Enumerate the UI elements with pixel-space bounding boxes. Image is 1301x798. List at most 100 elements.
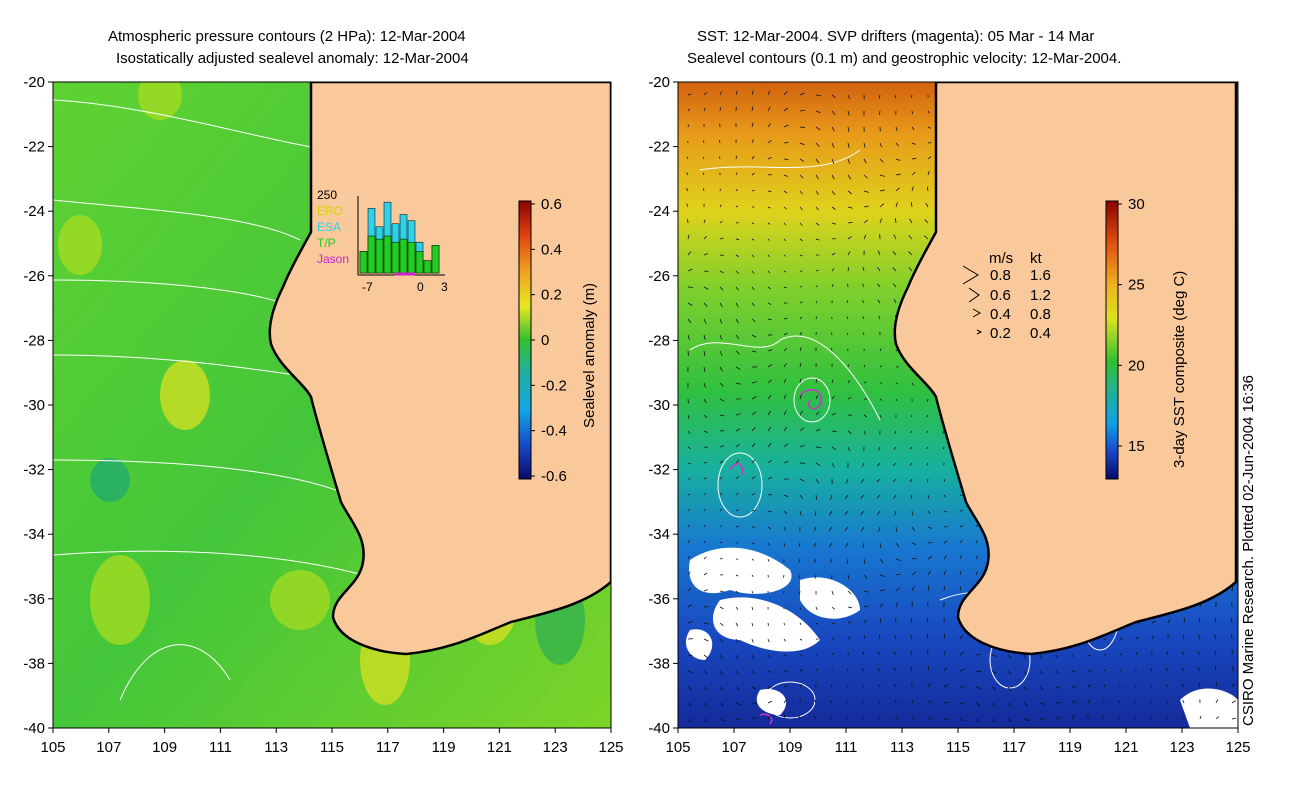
velocity-vector bbox=[959, 668, 965, 672]
velocity-arrow-0-4 bbox=[972, 308, 982, 318]
left-ytick-label: -26 bbox=[23, 268, 45, 285]
velocity-vector bbox=[767, 510, 772, 513]
velocity-vector bbox=[735, 590, 739, 594]
velocity-vector bbox=[703, 493, 707, 496]
velocity-vector bbox=[751, 238, 755, 241]
velocity-vector bbox=[751, 350, 757, 353]
velocity-vector bbox=[959, 524, 964, 528]
velocity-vector bbox=[1231, 666, 1234, 672]
sst-colorbar-label: 3-day SST composite (deg C) bbox=[1171, 271, 1188, 468]
velocity-vector bbox=[846, 668, 849, 672]
velocity-row-2-kt: 0.8 bbox=[1030, 306, 1051, 323]
velocity-vector bbox=[687, 268, 693, 272]
sla-colorbar-tick-label: 0.2 bbox=[541, 287, 562, 304]
velocity-vector bbox=[911, 94, 913, 98]
velocity-vector bbox=[783, 394, 787, 400]
velocity-vector bbox=[767, 476, 773, 480]
right-xtick-label: 121 bbox=[1113, 739, 1138, 756]
velocity-vector bbox=[1135, 636, 1139, 640]
velocity-vector bbox=[687, 124, 689, 128]
velocity-vector bbox=[1150, 717, 1153, 720]
velocity-vector bbox=[893, 494, 897, 499]
velocity-vector bbox=[815, 300, 818, 304]
velocity-vector bbox=[799, 109, 805, 112]
velocity-vector bbox=[687, 251, 692, 256]
velocity-vector bbox=[735, 459, 740, 464]
velocity-vector bbox=[735, 525, 739, 528]
velocity-vector bbox=[860, 494, 865, 499]
velocity-vector bbox=[702, 172, 705, 176]
velocity-vector bbox=[893, 667, 897, 672]
velocity-vector bbox=[751, 622, 754, 627]
velocity-vector bbox=[703, 253, 709, 256]
velocity-vector bbox=[783, 684, 788, 688]
velocity-vector bbox=[783, 526, 787, 531]
velocity-vector bbox=[783, 332, 788, 336]
credit-text: CSIRO Marine Research. Plotted 02-Jun-20… bbox=[1240, 374, 1257, 726]
velocity-vector bbox=[879, 189, 885, 192]
velocity-vector bbox=[783, 222, 787, 226]
velocity-vector bbox=[877, 267, 881, 272]
velocity-vector bbox=[911, 142, 916, 145]
velocity-vector bbox=[877, 651, 881, 656]
legend-tp: T/P bbox=[317, 236, 336, 250]
left-ytick-label: -20 bbox=[23, 74, 45, 91]
velocity-vector bbox=[751, 654, 755, 659]
velocity-vector bbox=[943, 666, 948, 672]
velocity-vector bbox=[735, 508, 739, 512]
velocity-vector bbox=[783, 494, 789, 498]
velocity-vector bbox=[862, 332, 865, 336]
velocity-vector bbox=[860, 526, 865, 532]
velocity-vector bbox=[735, 428, 741, 432]
velocity-vector bbox=[910, 618, 913, 624]
velocity-vector bbox=[1071, 654, 1075, 658]
velocity-vector bbox=[943, 478, 946, 482]
velocity-vector bbox=[1117, 716, 1121, 720]
velocity-vector bbox=[831, 284, 834, 288]
velocity-vector bbox=[751, 509, 756, 512]
velocity-vector bbox=[862, 266, 865, 272]
velocity-vector bbox=[783, 141, 789, 144]
velocity-vector bbox=[799, 206, 803, 211]
velocity-vector bbox=[1023, 718, 1029, 722]
velocity-vector bbox=[719, 492, 723, 496]
velocity-vector bbox=[1215, 682, 1217, 688]
velocity-vector bbox=[893, 234, 897, 240]
right-xtick-label: 109 bbox=[777, 739, 802, 756]
velocity-vector bbox=[767, 349, 773, 352]
velocity-vector bbox=[879, 398, 883, 401]
velocity-vector bbox=[1007, 686, 1012, 692]
velocity-vector bbox=[735, 606, 739, 611]
velocity-vector bbox=[751, 443, 756, 448]
velocity-vector bbox=[783, 443, 789, 448]
velocity-vector bbox=[926, 186, 929, 192]
velocity-vector bbox=[703, 670, 708, 675]
velocity-vector bbox=[735, 638, 739, 643]
left-xtick-label: 105 bbox=[40, 739, 65, 756]
velocity-vector bbox=[783, 638, 786, 642]
velocity-vector bbox=[751, 558, 755, 561]
velocity-vector bbox=[1118, 700, 1121, 704]
velocity-vector bbox=[751, 670, 756, 675]
right-xtick-label: 107 bbox=[721, 739, 746, 756]
velocity-vector bbox=[735, 702, 741, 706]
velocity-vector bbox=[829, 700, 833, 704]
velocity-vector bbox=[1198, 618, 1201, 624]
velocity-vector bbox=[783, 363, 787, 368]
velocity-vector bbox=[927, 478, 929, 483]
velocity-vector bbox=[975, 571, 978, 576]
velocity-vector bbox=[847, 267, 850, 272]
velocity-vector bbox=[735, 254, 740, 257]
velocity-vector bbox=[687, 234, 690, 240]
velocity-vector bbox=[926, 398, 929, 402]
velocity-vector bbox=[687, 718, 692, 723]
velocity-vector bbox=[863, 619, 867, 624]
velocity-vector bbox=[879, 218, 883, 224]
velocity-vector bbox=[767, 379, 772, 384]
velocity-vector bbox=[895, 382, 899, 385]
velocity-vector bbox=[767, 270, 771, 274]
left-xtick-label: 125 bbox=[598, 739, 623, 756]
velocity-vector bbox=[1182, 634, 1185, 640]
velocity-vector bbox=[751, 590, 754, 594]
velocity-vector bbox=[911, 699, 914, 704]
